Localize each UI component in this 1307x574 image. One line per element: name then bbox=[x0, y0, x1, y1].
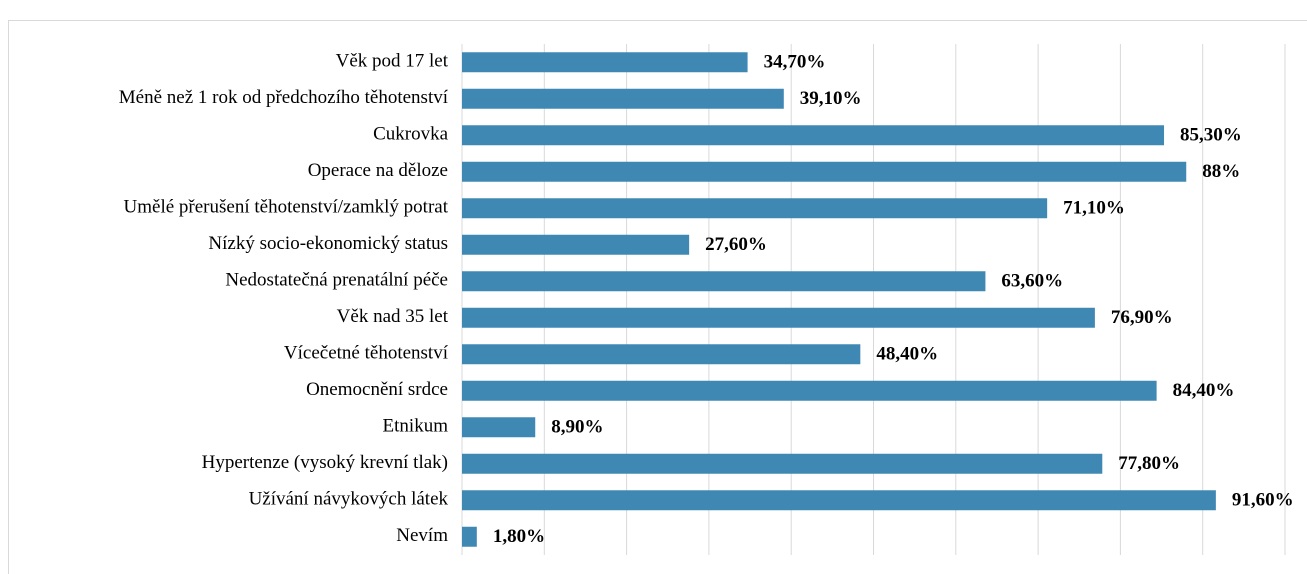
bar bbox=[462, 161, 1187, 182]
bar bbox=[462, 271, 986, 292]
bar bbox=[462, 234, 690, 255]
y-tick-label: Méně než 1 rok od předchozího těhotenstv… bbox=[119, 87, 449, 108]
y-tick-label: Věk pod 17 let bbox=[336, 51, 449, 72]
bar bbox=[462, 490, 1216, 511]
bar bbox=[462, 344, 861, 365]
value-label: 1,80% bbox=[493, 526, 545, 547]
chart-frame bbox=[8, 20, 1307, 574]
bar bbox=[462, 307, 1095, 328]
value-label: 8,90% bbox=[551, 417, 603, 438]
y-tick-label: Nízký socio-ekonomický status bbox=[208, 233, 448, 254]
y-tick-label: Umělé přerušení těhotenství/zamklý potra… bbox=[124, 197, 449, 218]
y-tick-label: Hypertenze (vysoký krevní tlak) bbox=[202, 452, 448, 473]
bar bbox=[462, 417, 536, 438]
value-label: 84,40% bbox=[1173, 380, 1235, 401]
value-label: 76,90% bbox=[1111, 307, 1173, 328]
value-label: 48,40% bbox=[876, 344, 938, 365]
bar bbox=[462, 88, 784, 109]
bar bbox=[462, 453, 1103, 474]
y-tick-label: Cukrovka bbox=[373, 124, 449, 145]
y-tick-label: Etnikum bbox=[383, 416, 449, 437]
value-label: 88% bbox=[1202, 161, 1240, 182]
y-tick-label: Onemocnění srdce bbox=[306, 379, 448, 400]
y-tick-label: Věk nad 35 let bbox=[337, 306, 449, 327]
value-label: 63,60% bbox=[1001, 271, 1063, 292]
y-tick-label: Operace na děloze bbox=[308, 160, 448, 181]
bar bbox=[462, 198, 1048, 219]
y-tick-label: Vícečetné těhotenství bbox=[284, 343, 449, 364]
value-label: 85,30% bbox=[1180, 125, 1242, 146]
value-label: 27,60% bbox=[705, 234, 767, 255]
y-tick-label: Užívání návykových látek bbox=[249, 489, 449, 510]
value-label: 77,80% bbox=[1118, 453, 1180, 474]
value-label: 71,10% bbox=[1063, 198, 1125, 219]
value-label: 39,10% bbox=[800, 88, 862, 109]
value-label: 91,60% bbox=[1232, 490, 1294, 511]
bar bbox=[462, 526, 477, 547]
bar bbox=[462, 125, 1165, 146]
y-tick-label: Nevím bbox=[396, 525, 448, 546]
bar bbox=[462, 380, 1157, 401]
y-tick-label: Nedostatečná prenatální péče bbox=[225, 270, 448, 291]
bar bbox=[462, 52, 748, 73]
value-label: 34,70% bbox=[764, 52, 826, 73]
